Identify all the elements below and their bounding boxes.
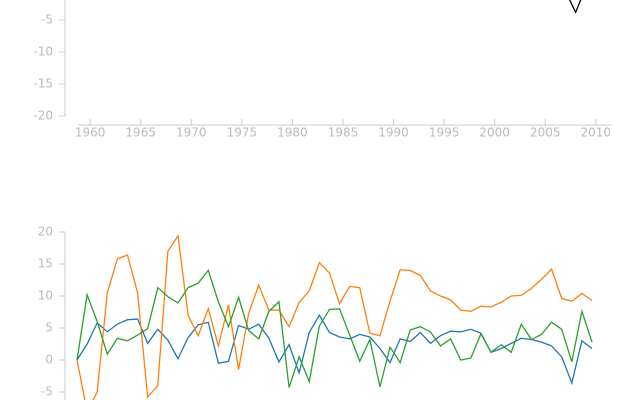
x-tick-label: 1970 (176, 126, 207, 140)
data-line (568, 0, 582, 14)
y-tick-label: -5 (41, 13, 53, 27)
y-tick-label: -5 (41, 385, 53, 399)
y-tick-label: 15 (38, 257, 53, 271)
y-tick-label: 5 (45, 321, 53, 335)
y-tick-label: -10 (33, 45, 53, 59)
x-tick-label: 1985 (328, 126, 359, 140)
x-tick-label: 1960 (75, 126, 106, 140)
y-tick-label: 0 (45, 353, 53, 367)
y-tick-label: 10 (38, 289, 53, 303)
y-tick-label: 20 (38, 225, 53, 239)
x-tick-label: 1980 (277, 126, 308, 140)
x-tick-label: 1965 (125, 126, 156, 140)
x-tick-label: 2000 (479, 126, 510, 140)
x-tick-label: 2010 (581, 126, 612, 140)
x-tick-label: 1990 (378, 126, 409, 140)
y-tick-label: -20 (33, 109, 53, 123)
x-tick-label: 1995 (429, 126, 460, 140)
y-tick-label: -15 (33, 77, 53, 91)
data-line (76, 313, 593, 386)
x-tick-label: 1975 (227, 126, 258, 140)
data-line (76, 234, 593, 400)
data-line (76, 269, 593, 388)
x-tick-label: 2005 (530, 126, 561, 140)
